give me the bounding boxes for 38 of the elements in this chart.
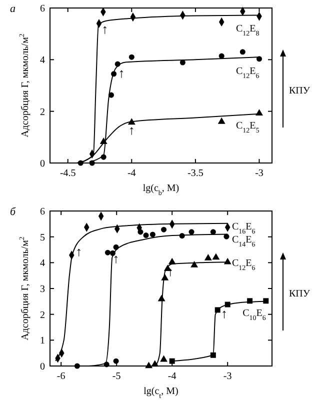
y-tick-label: 3	[40, 284, 45, 295]
x-tick-label: -4	[168, 371, 176, 382]
x-tick-label: -4.5	[60, 168, 76, 179]
legend-label: C$_{12}$E$_{6}$	[232, 258, 256, 272]
legend-label: C$_{10}$E$_{6}$	[242, 308, 266, 322]
y-tick-label: 6	[40, 4, 45, 14]
series-label: C$_{12}$E$_{5}$	[236, 120, 260, 134]
chart-title: б	[10, 206, 16, 218]
series-label: C$_{12}$E$_{6}$	[236, 66, 260, 80]
legend-label: C$_{14}$E$_{6}$	[232, 234, 256, 248]
annotation: ↑	[112, 251, 120, 266]
text: КПУ	[289, 288, 311, 300]
x-axis-title: lg(c$_{b}$, M)	[142, 183, 180, 197]
text: КПУ	[289, 86, 311, 96]
x-axis-title: lg(c$_{t}$, M)	[144, 386, 178, 400]
series-label: C$_{16}$E$_{6}$	[232, 221, 256, 236]
x-tick-label: -6	[56, 371, 66, 382]
x-tick-label: -3	[223, 371, 232, 382]
y-tick-label: 0	[40, 158, 45, 170]
annotation: ↑	[118, 65, 125, 80]
annotation: ↑	[221, 306, 228, 322]
legend-label: C$_{12}$E$_{8}$	[236, 23, 260, 38]
annotation: ↑	[102, 21, 108, 36]
y-tick-label: 2	[40, 310, 45, 321]
y-tick-label: 2	[40, 106, 45, 118]
y-tick-label: 0	[40, 362, 45, 372]
y-tick-label: 5	[40, 232, 45, 244]
x-tick-label: -3.5	[188, 168, 204, 179]
x-tick-label: -4	[127, 168, 136, 179]
x-tick-label: -3	[255, 168, 264, 179]
x-tick-label: -5	[112, 371, 121, 382]
y-tick-label: 6	[40, 206, 45, 218]
y-tick-label: 4	[40, 258, 45, 270]
y-tick-label: 1	[40, 336, 45, 347]
chart-title: а	[10, 3, 16, 15]
annotation: ↑	[76, 244, 82, 260]
y-tick-label: 4	[40, 55, 45, 66]
annotation: ↑	[128, 122, 135, 138]
